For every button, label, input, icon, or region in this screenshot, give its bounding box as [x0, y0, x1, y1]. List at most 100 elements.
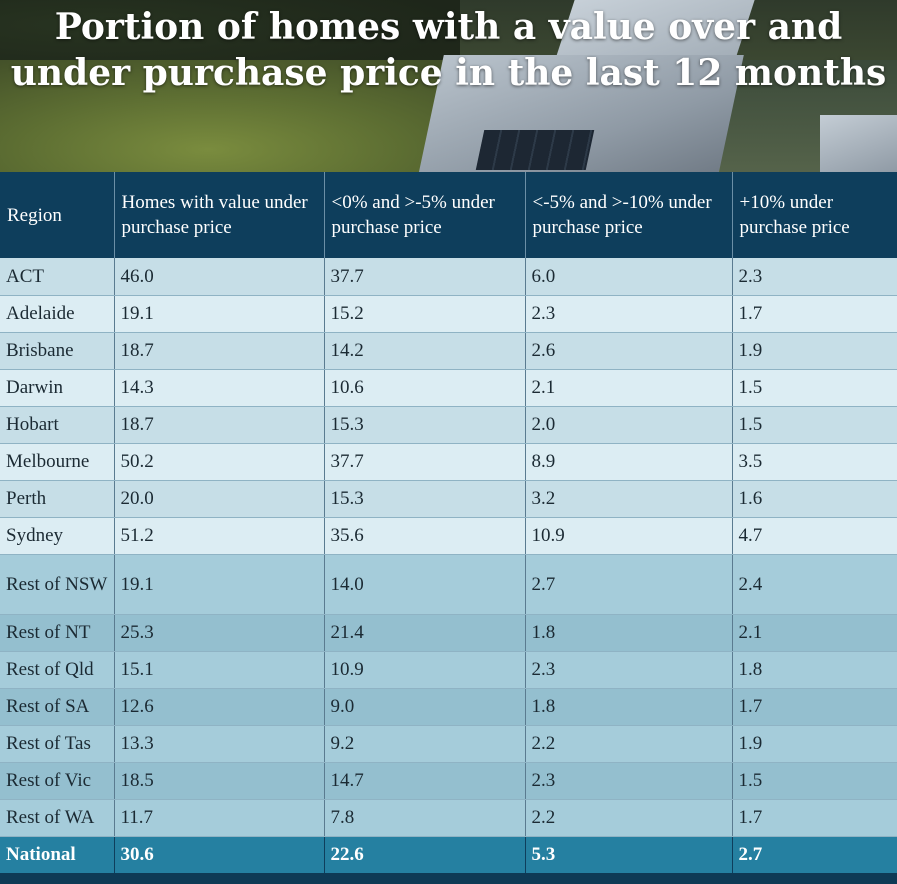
- value-cell: 1.7: [732, 799, 897, 837]
- header-photo: Portion of homes with a value over and u…: [0, 0, 897, 172]
- value-cell: 2.7: [525, 554, 733, 615]
- value-cell: 2.7: [732, 836, 897, 873]
- value-cell: 1.7: [732, 688, 897, 726]
- value-cell: 1.6: [732, 480, 897, 518]
- value-cell: 2.0: [525, 406, 733, 444]
- value-cell: 22.6: [324, 836, 526, 873]
- table-header: Region Homes with value under purchase p…: [0, 172, 897, 258]
- value-cell: 18.7: [114, 332, 325, 370]
- chart-title: Portion of homes with a value over and u…: [0, 4, 897, 96]
- region-cell: Rest of NSW: [0, 554, 115, 615]
- value-cell: 14.3: [114, 369, 325, 407]
- value-cell: 35.6: [324, 517, 526, 555]
- region-cell: National: [0, 836, 115, 873]
- value-cell: 15.1: [114, 651, 325, 689]
- value-cell: 19.1: [114, 554, 325, 615]
- value-cell: 2.2: [525, 799, 733, 837]
- chart-title-text: Portion of homes with a value over and u…: [10, 6, 887, 94]
- value-cell: 9.0: [324, 688, 526, 726]
- region-cell: Adelaide: [0, 295, 115, 333]
- value-cell: 1.5: [732, 406, 897, 444]
- value-cell: 4.7: [732, 517, 897, 555]
- region-cell: Sydney: [0, 517, 115, 555]
- value-cell: 51.2: [114, 517, 325, 555]
- table-body: ACT 46.0 37.7 6.0 2.3 Adelaide 19.1 15.2 2.3 1.7 B…: [0, 258, 897, 873]
- column-header-5-to-10: <-5% and >-10% under purchase price: [525, 172, 733, 258]
- table-row: Adelaide 19.1 15.2 2.3 1.7: [0, 295, 897, 333]
- table-row: Perth 20.0 15.3 3.2 1.6: [0, 480, 897, 518]
- table-row: Rest of Qld 15.1 10.9 2.3 1.8: [0, 651, 897, 689]
- region-cell: Perth: [0, 480, 115, 518]
- value-cell: 21.4: [324, 614, 526, 652]
- table-row: Rest of WA 11.7 7.8 2.2 1.7: [0, 799, 897, 837]
- table-row: Melbourne 50.2 37.7 8.9 3.5: [0, 443, 897, 481]
- table-row: Hobart 18.7 15.3 2.0 1.5: [0, 406, 897, 444]
- value-cell: 1.8: [732, 651, 897, 689]
- value-cell: 11.7: [114, 799, 325, 837]
- value-cell: 2.4: [732, 554, 897, 615]
- value-cell: 1.8: [525, 688, 733, 726]
- column-header-0-to-5: <0% and >-5% under purchase price: [324, 172, 526, 258]
- solar-panels-photo-area: [475, 130, 595, 170]
- table-row: Sydney 51.2 35.6 10.9 4.7: [0, 517, 897, 555]
- region-cell: Rest of SA: [0, 688, 115, 726]
- value-cell: 14.0: [324, 554, 526, 615]
- column-header-under-purchase: Homes with value under purchase price: [114, 172, 325, 258]
- value-cell: 18.7: [114, 406, 325, 444]
- value-cell: 1.9: [732, 725, 897, 763]
- value-cell: 37.7: [324, 258, 526, 296]
- value-cell: 15.2: [324, 295, 526, 333]
- value-cell: 2.6: [525, 332, 733, 370]
- value-cell: 8.9: [525, 443, 733, 481]
- table-row: Brisbane 18.7 14.2 2.6 1.9: [0, 332, 897, 370]
- value-cell: 13.3: [114, 725, 325, 763]
- region-cell: Melbourne: [0, 443, 115, 481]
- value-cell: 15.3: [324, 480, 526, 518]
- table-row: Rest of SA 12.6 9.0 1.8 1.7: [0, 688, 897, 726]
- value-cell: 1.7: [732, 295, 897, 333]
- value-cell: 7.8: [324, 799, 526, 837]
- value-cell: 18.5: [114, 762, 325, 800]
- value-cell: 1.8: [525, 614, 733, 652]
- value-cell: 19.1: [114, 295, 325, 333]
- value-cell: 10.6: [324, 369, 526, 407]
- region-cell: Rest of NT: [0, 614, 115, 652]
- value-cell: 12.6: [114, 688, 325, 726]
- value-cell: 15.3: [324, 406, 526, 444]
- value-cell: 1.9: [732, 332, 897, 370]
- value-cell: 3.2: [525, 480, 733, 518]
- region-cell: Hobart: [0, 406, 115, 444]
- table-row: Rest of Tas 13.3 9.2 2.2 1.9: [0, 725, 897, 763]
- table-row: Rest of NT 25.3 21.4 1.8 2.1: [0, 614, 897, 652]
- value-cell: 2.3: [525, 651, 733, 689]
- region-cell: Rest of WA: [0, 799, 115, 837]
- value-cell: 3.5: [732, 443, 897, 481]
- value-cell: 2.1: [732, 614, 897, 652]
- value-cell: 37.7: [324, 443, 526, 481]
- value-cell: 1.5: [732, 762, 897, 800]
- value-cell: 14.2: [324, 332, 526, 370]
- value-cell: 2.3: [732, 258, 897, 296]
- neighbour-roof-photo-area: [820, 115, 897, 172]
- value-cell: 14.7: [324, 762, 526, 800]
- data-table: Region Homes with value under purchase p…: [0, 172, 897, 873]
- value-cell: 2.1: [525, 369, 733, 407]
- table-row: ACT 46.0 37.7 6.0 2.3: [0, 258, 897, 296]
- table-row: Darwin 14.3 10.6 2.1 1.5: [0, 369, 897, 407]
- national-total-row: National 30.6 22.6 5.3 2.7: [0, 836, 897, 873]
- value-cell: 2.2: [525, 725, 733, 763]
- value-cell: 2.3: [525, 295, 733, 333]
- value-cell: 9.2: [324, 725, 526, 763]
- region-cell: Rest of Tas: [0, 725, 115, 763]
- region-cell: Rest of Vic: [0, 762, 115, 800]
- value-cell: 10.9: [525, 517, 733, 555]
- value-cell: 2.3: [525, 762, 733, 800]
- region-cell: Rest of Qld: [0, 651, 115, 689]
- column-header-over-10: +10% under purchase price: [732, 172, 897, 258]
- value-cell: 30.6: [114, 836, 325, 873]
- value-cell: 46.0: [114, 258, 325, 296]
- value-cell: 5.3: [525, 836, 733, 873]
- region-cell: Darwin: [0, 369, 115, 407]
- table-row: Rest of Vic 18.5 14.7 2.3 1.5: [0, 762, 897, 800]
